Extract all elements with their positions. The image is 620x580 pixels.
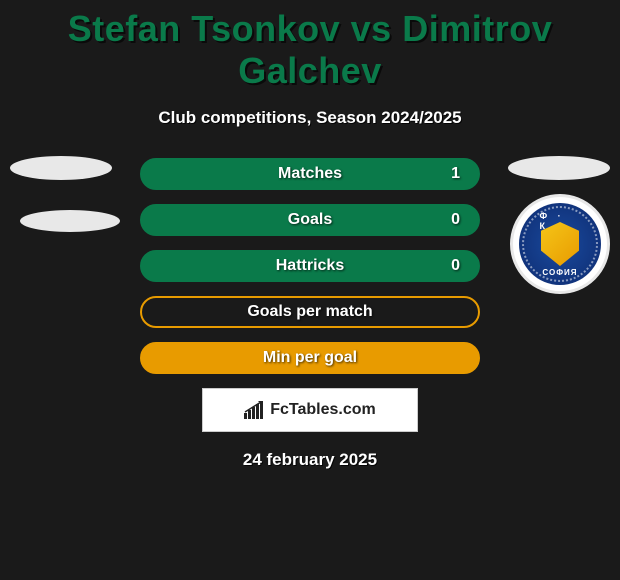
footer-brand-box: FcTables.com [202,388,418,432]
footer-brand-text: FcTables.com [270,401,376,419]
stats-area: Ф · К СОФИЯ Matches1Goals0Hattricks0Goal… [0,158,620,470]
subtitle: Club competitions, Season 2024/2025 [0,108,620,128]
stat-bar-value: 0 [451,211,460,229]
stat-bar-label: Goals [288,211,332,229]
right-player-placeholder: Ф · К СОФИЯ [508,156,610,294]
stat-bar-label: Hattricks [276,257,344,275]
stat-bar: Matches 1 [140,158,480,190]
player-photo-placeholder [508,156,610,180]
stat-bar-value: 0 [451,257,460,275]
club-badge: Ф · К СОФИЯ [510,194,610,294]
badge-shield-icon [541,222,579,266]
stat-bar-label: Goals per match [247,303,372,321]
player-photo-placeholder [10,156,112,180]
bar-chart-icon [244,401,266,419]
stat-bar-label: Matches [278,165,342,183]
stat-bar-label: Min per goal [263,349,357,367]
stat-bar-value: 1 [451,165,460,183]
left-player-placeholder [10,156,120,232]
stat-bar: Goals per match [140,296,480,328]
club-badge-placeholder [20,210,120,232]
badge-bottom-text: СОФИЯ [542,268,577,277]
stat-bar: Min per goal [140,342,480,374]
stat-bar: Hattricks 0 [140,250,480,282]
page-title: Stefan Tsonkov vs Dimitrov Galchev [0,0,620,92]
stat-bars: Matches 1 Goals 0 Hattricks 0 Goals per match M… [140,158,480,374]
date-text: 24 february 2025 [0,450,620,470]
stat-bar: Goals 0 [140,204,480,236]
